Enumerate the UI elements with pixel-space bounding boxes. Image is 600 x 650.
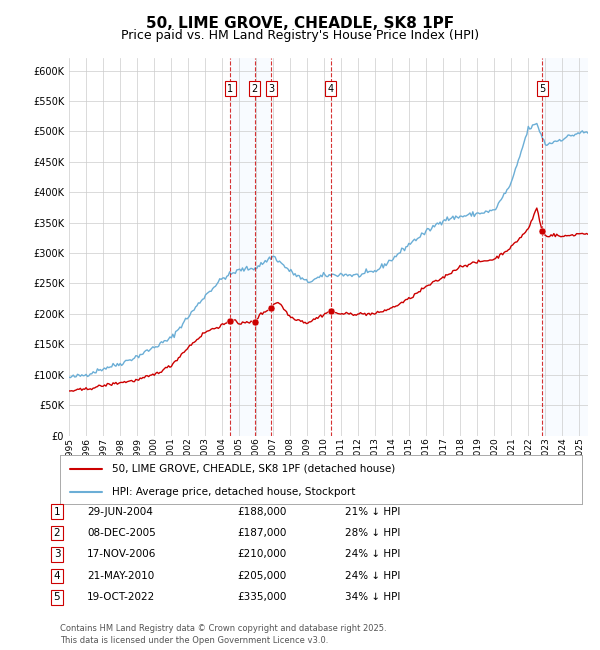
Text: 5: 5 — [539, 84, 545, 94]
Text: 17-NOV-2006: 17-NOV-2006 — [87, 549, 157, 560]
Text: Contains HM Land Registry data © Crown copyright and database right 2025.
This d: Contains HM Land Registry data © Crown c… — [60, 624, 386, 645]
Text: 24% ↓ HPI: 24% ↓ HPI — [345, 549, 400, 560]
Text: 24% ↓ HPI: 24% ↓ HPI — [345, 571, 400, 581]
Bar — [230, 58, 271, 436]
Text: 08-DEC-2005: 08-DEC-2005 — [87, 528, 156, 538]
Text: £188,000: £188,000 — [237, 506, 286, 517]
Text: Price paid vs. HM Land Registry's House Price Index (HPI): Price paid vs. HM Land Registry's House … — [121, 29, 479, 42]
Text: 1: 1 — [53, 506, 61, 517]
Text: 1: 1 — [227, 84, 233, 94]
Text: 3: 3 — [268, 84, 274, 94]
Text: 19-OCT-2022: 19-OCT-2022 — [87, 592, 155, 603]
Text: £210,000: £210,000 — [237, 549, 286, 560]
Text: 29-JUN-2004: 29-JUN-2004 — [87, 506, 153, 517]
Bar — [542, 58, 588, 436]
Text: 5: 5 — [53, 592, 61, 603]
Text: 2: 2 — [251, 84, 258, 94]
Text: 21-MAY-2010: 21-MAY-2010 — [87, 571, 154, 581]
Text: 3: 3 — [53, 549, 61, 560]
Text: 34% ↓ HPI: 34% ↓ HPI — [345, 592, 400, 603]
Text: 50, LIME GROVE, CHEADLE, SK8 1PF: 50, LIME GROVE, CHEADLE, SK8 1PF — [146, 16, 454, 31]
Text: HPI: Average price, detached house, Stockport: HPI: Average price, detached house, Stoc… — [112, 487, 356, 497]
Text: £335,000: £335,000 — [237, 592, 286, 603]
Text: £187,000: £187,000 — [237, 528, 286, 538]
Text: 28% ↓ HPI: 28% ↓ HPI — [345, 528, 400, 538]
Text: 21% ↓ HPI: 21% ↓ HPI — [345, 506, 400, 517]
Text: 4: 4 — [53, 571, 61, 581]
Text: £205,000: £205,000 — [237, 571, 286, 581]
Text: 4: 4 — [328, 84, 334, 94]
Text: 50, LIME GROVE, CHEADLE, SK8 1PF (detached house): 50, LIME GROVE, CHEADLE, SK8 1PF (detach… — [112, 463, 395, 474]
Text: 2: 2 — [53, 528, 61, 538]
